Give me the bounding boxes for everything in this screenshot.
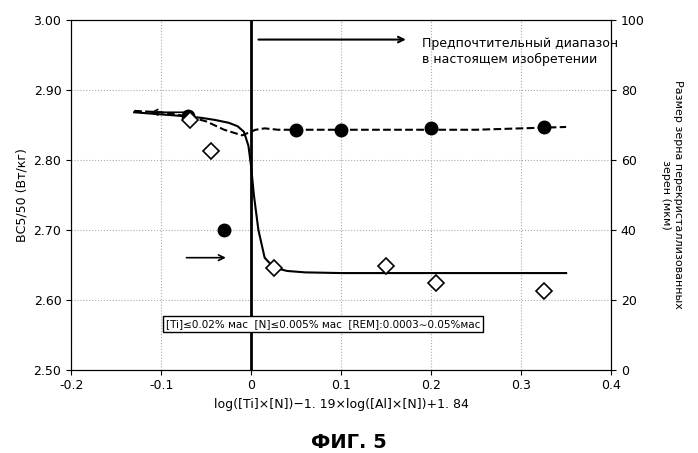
Y-axis label: ВС5/50 (Вт/кг): ВС5/50 (Вт/кг) [15, 148, 28, 242]
Y-axis label: Размер зерна перекристаллизованных
зерен (мкм): Размер зерна перекристаллизованных зерен… [662, 80, 683, 309]
X-axis label: log([Ti]×[N])−1. 19×log([Al]×[N])+1. 84: log([Ti]×[N])−1. 19×log([Al]×[N])+1. 84 [214, 398, 468, 411]
Text: Предпочтительный диапазон
в настоящем изобретении: Предпочтительный диапазон в настоящем из… [422, 38, 618, 66]
Text: [Ti]≤0.02% мас  [N]≤0.005% мас  [REM]:0.0003∼0.05%мас: [Ti]≤0.02% мас [N]≤0.005% мас [REM]:0.00… [166, 319, 480, 329]
Text: ФИГ. 5: ФИГ. 5 [311, 434, 387, 453]
